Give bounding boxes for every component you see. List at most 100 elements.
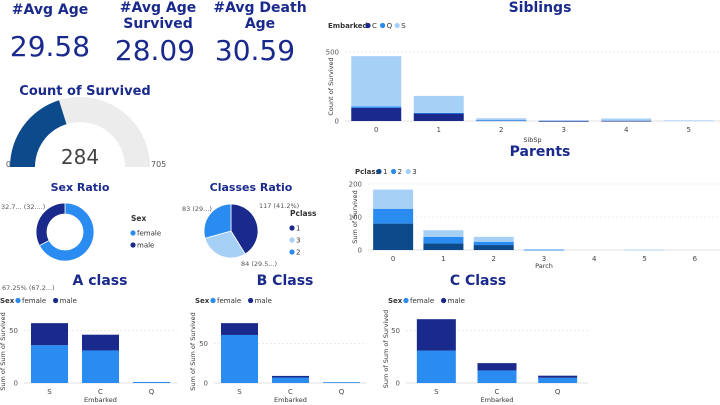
kpi-avg-age-title: #Avg Age — [11, 2, 89, 18]
parents-bar-1-3[interactable] — [423, 230, 464, 237]
b_class-ytick: 0 — [204, 380, 208, 388]
a_class-bar-S-female[interactable] — [31, 345, 68, 383]
siblings-bar-2-S[interactable] — [476, 118, 527, 121]
c-class-title: C Class — [449, 273, 507, 289]
siblings-bar-4-C[interactable] — [601, 120, 652, 122]
classes_ratio-legend-2-dot — [289, 249, 295, 255]
b_class-legend-female-dot — [210, 297, 216, 304]
parents-bar-2-2[interactable] — [473, 241, 514, 246]
parents-bar-2-1[interactable] — [473, 245, 514, 250]
siblings-legend-S-dot — [394, 22, 400, 29]
parents-legend-2-dot — [391, 168, 397, 175]
parents-bar-3-3[interactable] — [524, 249, 564, 250]
a_class-legend-title: Sex — [0, 297, 15, 305]
siblings-bar-2-Q[interactable] — [476, 120, 527, 121]
a_class-bar-C-female[interactable] — [82, 350, 119, 383]
b_class-bar-Q-female[interactable] — [323, 382, 360, 384]
sex_ratio-legend-male-label: male — [137, 242, 154, 250]
c_class-legend-female-label: female — [410, 297, 434, 305]
siblings-xtick: 4 — [624, 126, 629, 134]
classes_ratio-label-2: 83 (29...) — [182, 205, 212, 213]
siblings-legend-title: Embarked — [328, 22, 368, 30]
parents-bar-0-2[interactable] — [373, 208, 414, 224]
classes_ratio-slice-2[interactable] — [203, 203, 232, 239]
b-class-title: B Class — [256, 273, 314, 289]
parents-bar-5-3[interactable] — [624, 249, 665, 251]
kpi-avg-age-survived-title: #Avg Age Survived — [119, 0, 197, 32]
kpi-avg-death-age-title: #Avg Death Age — [213, 0, 307, 32]
b_class-bar-C-female[interactable] — [272, 377, 309, 383]
b_class-bar-C-male[interactable] — [272, 375, 309, 378]
parents-legend-3-label: 3 — [412, 168, 416, 176]
a-class-title: A class — [72, 273, 128, 289]
classes-ratio-title: Classes Ratio — [209, 181, 293, 194]
b_class-ytick: 50 — [199, 340, 208, 348]
c_class-bar-Q-female[interactable] — [538, 377, 578, 383]
parents-bar-3-2[interactable] — [524, 249, 564, 251]
b_class-bar-S-male[interactable] — [221, 323, 258, 335]
siblings-xtick: 0 — [374, 126, 378, 134]
parents-xtick: 0 — [391, 255, 395, 263]
b_class-xlabel: Embarked — [274, 396, 307, 404]
siblings-title: Siblings — [508, 0, 572, 16]
a_class-bar-Q-female[interactable] — [133, 381, 170, 383]
parents-bar-1-2[interactable] — [423, 236, 464, 244]
sex-ratio-title: Sex Ratio — [50, 181, 110, 194]
parents-xtick: 2 — [491, 255, 495, 263]
a_class-ylabel: Sum of Sum of Survived — [0, 312, 7, 391]
a_class-ytick: 0 — [14, 380, 18, 388]
a_class-bar-C-male[interactable] — [82, 334, 119, 351]
c_class-bar-C-female[interactable] — [477, 370, 517, 383]
parents-title: Parents — [509, 144, 571, 160]
classes_ratio-legend-3-dot — [289, 237, 295, 243]
sex_ratio-slice-female[interactable] — [38, 202, 95, 262]
sex_ratio-slice-male[interactable] — [35, 202, 66, 247]
siblings-bar-3-C[interactable] — [538, 120, 589, 122]
c_class-bar-C-male[interactable] — [477, 363, 517, 371]
a_class-legend-female-dot — [15, 297, 21, 304]
siblings-ytick: 500 — [326, 49, 339, 57]
siblings-legend-Q-dot — [380, 22, 386, 29]
siblings-bar-1-C[interactable] — [413, 113, 464, 121]
parents-legend-1-dot — [376, 168, 382, 175]
parents-bar-0-3[interactable] — [373, 189, 414, 209]
gauge-title: Count of Survived — [19, 84, 151, 99]
siblings-ytick: 0 — [335, 118, 339, 126]
siblings-xtick: 1 — [437, 126, 441, 134]
parents-legend-3-dot — [405, 168, 411, 175]
parents-bar-1-1[interactable] — [423, 243, 464, 250]
b_class-ylabel: Sum of Sum of Survived — [189, 312, 197, 391]
parents-bar-2-3[interactable] — [473, 236, 514, 242]
sex_ratio-legend-title: Sex — [131, 214, 146, 223]
b_class-legend-female-label: female — [217, 297, 241, 305]
c_class-bar-Q-male[interactable] — [538, 375, 578, 378]
siblings-bar-1-S[interactable] — [413, 95, 464, 113]
parents-bar-0-1[interactable] — [373, 223, 414, 250]
classes_ratio-legend-2-label: 2 — [296, 249, 300, 257]
c_class-bar-S-male[interactable] — [416, 319, 456, 351]
siblings-bar-1-Q[interactable] — [413, 112, 464, 114]
c_class-ytick: 50 — [391, 327, 400, 335]
siblings-bar-0-Q[interactable] — [351, 106, 402, 108]
parents-xtick: 5 — [642, 255, 646, 263]
parents-xtick: 4 — [592, 255, 597, 263]
a_class-xtick: C — [98, 388, 103, 396]
c_class-bar-S-female[interactable] — [416, 350, 456, 383]
parents-legend-title: Pclass — [355, 168, 380, 176]
b_class-bar-S-female[interactable] — [221, 334, 258, 383]
parents-xtick: 1 — [441, 255, 445, 263]
siblings-bar-4-S[interactable] — [601, 118, 652, 121]
sex_ratio-legend-female-label: female — [137, 230, 161, 238]
siblings-ylabel: Count of Survived — [327, 57, 335, 115]
sex_ratio-label-female: 67.25% (67.2...) — [2, 284, 55, 292]
siblings-bar-0-C[interactable] — [351, 107, 402, 121]
siblings-xtick: 5 — [687, 126, 691, 134]
kpi-avg-age-value: 29.58 — [9, 30, 91, 63]
siblings-legend-Q-label: Q — [387, 22, 393, 30]
siblings-bar-0-S[interactable] — [351, 56, 402, 107]
siblings-bar-5-S[interactable] — [663, 120, 714, 122]
siblings-bar-3-S[interactable] — [538, 120, 589, 121]
parents-legend-2-label: 2 — [398, 168, 402, 176]
classes_ratio-slice-3[interactable] — [204, 230, 246, 259]
a_class-bar-S-male[interactable] — [31, 323, 68, 346]
